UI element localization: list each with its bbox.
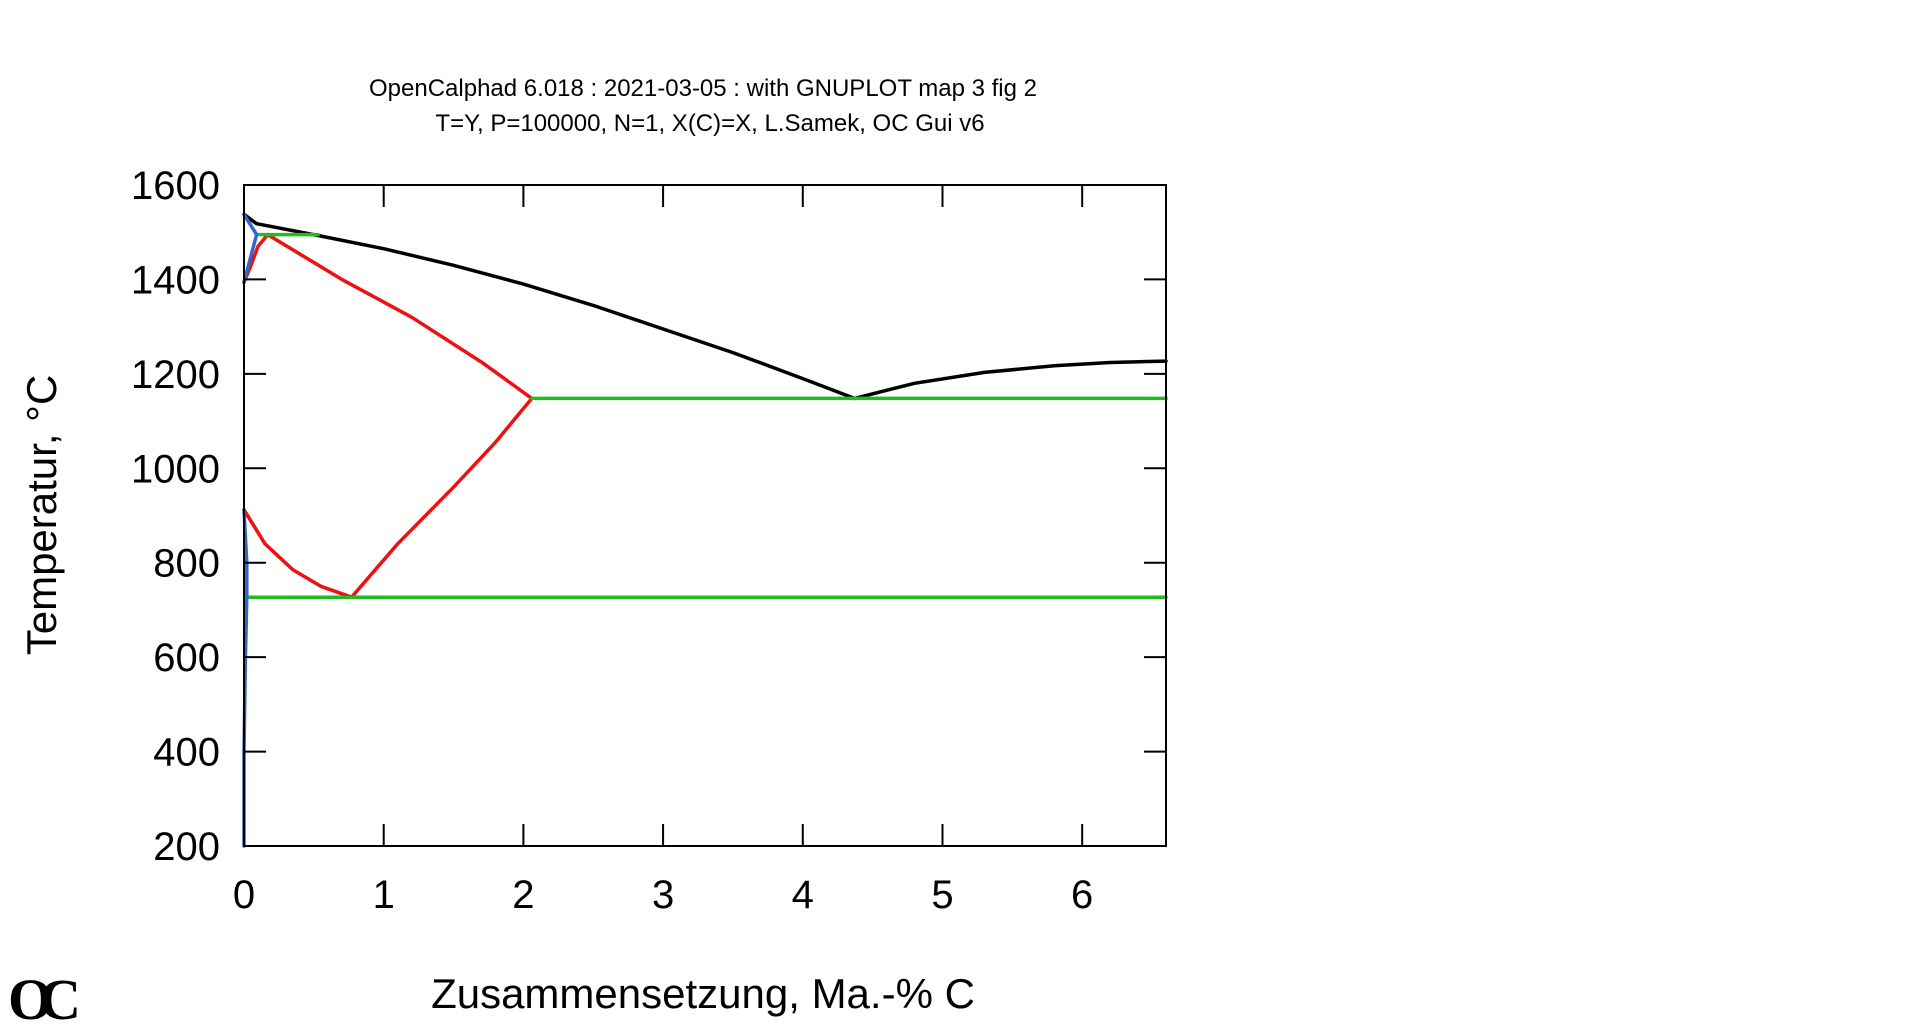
y-tick-label: 1600 — [131, 164, 220, 208]
x-tick-label: 3 — [652, 873, 674, 917]
chart-title: OpenCalphad 6.018 : 2021-03-05 : with GN… — [369, 75, 1037, 102]
series-0-segment-1 — [852, 359, 1168, 401]
y-tick-label: 800 — [153, 542, 220, 586]
axis-layer: 0 1 2 3 4 5 6 200 400 600 800 1000 1200 1400 1600 — [131, 164, 1166, 917]
x-tick-label: 4 — [792, 873, 814, 917]
series-layer — [242, 212, 1168, 848]
y-tick-label: 1200 — [131, 353, 220, 397]
x-tick-label: 5 — [931, 873, 953, 917]
y-tick-label: 1000 — [131, 447, 220, 491]
x-tick-label: 1 — [373, 873, 395, 917]
x-tick-label: 0 — [233, 873, 255, 917]
plot-frame — [243, 184, 1167, 847]
series-3-segment-0 — [242, 212, 259, 237]
series-1-segment-1 — [265, 232, 534, 401]
series-1-segment-2 — [242, 508, 354, 599]
y-tick-label: 200 — [153, 825, 220, 869]
chart-subtitle: T=Y, P=100000, N=1, X(C)=X, L.Samek, OC … — [435, 110, 984, 137]
series-1 — [242, 232, 534, 599]
x-axis-label: Zusammensetzung, Ma.-% C — [431, 970, 975, 1017]
x-tick-label: 2 — [512, 873, 534, 917]
x-tick-label: 6 — [1071, 873, 1093, 917]
y-tick-label: 600 — [153, 636, 220, 680]
series-2 — [245, 232, 1168, 599]
y-tick-label: 1400 — [131, 258, 220, 302]
series-1-segment-3 — [349, 396, 534, 599]
series-0-segment-0 — [242, 212, 857, 401]
opencalphad-logo: OC — [8, 967, 77, 1024]
series-3-segment-1 — [242, 232, 259, 285]
y-tick-label: 400 — [153, 731, 220, 775]
series-0 — [242, 212, 1168, 401]
y-axis-label: Temperatur, °C — [18, 375, 65, 656]
